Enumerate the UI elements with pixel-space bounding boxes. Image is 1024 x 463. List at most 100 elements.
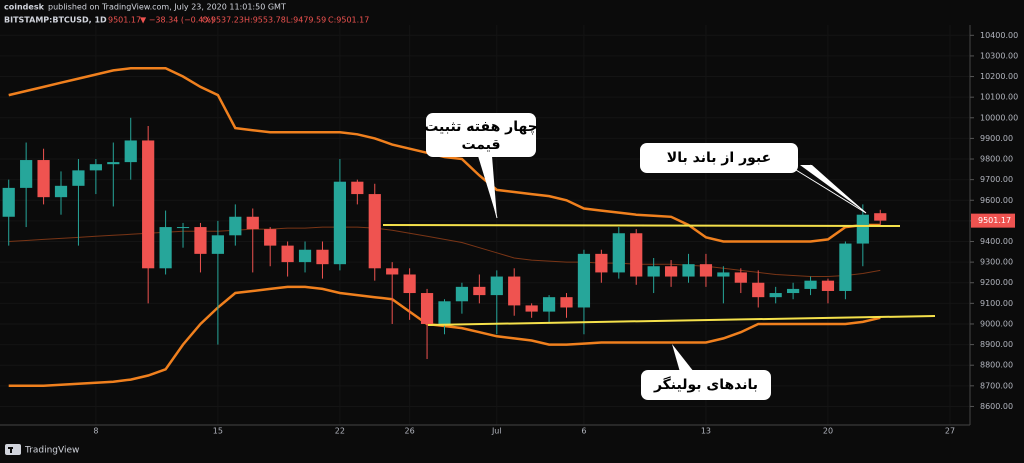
x-tick-label: Jul: [491, 427, 502, 436]
candle-body: [769, 293, 782, 298]
candle-body: [403, 274, 416, 294]
annotation-line: قیمت: [461, 137, 500, 153]
y-tick-label: 9600.00: [980, 196, 1013, 205]
candle-body: [89, 164, 102, 171]
x-tick-label: 20: [823, 427, 833, 436]
candle-body: [72, 170, 85, 186]
candle-body: [577, 253, 591, 308]
y-tick-label: 9100.00: [980, 299, 1013, 308]
candle-body: [473, 286, 486, 296]
candle-body: [734, 272, 747, 283]
callout-consolidation: چهار هفته تثبیت قیمت: [424, 113, 538, 219]
candle-body: [804, 280, 817, 289]
footer-logo: [5, 444, 21, 455]
candle-body: [717, 272, 730, 277]
y-tick-label: 10200.00: [980, 72, 1018, 81]
candle-body: [386, 268, 399, 275]
symbol: BITSTAMP:BTCUSD, 1D: [4, 16, 107, 25]
candle-body: [298, 249, 312, 263]
candle-body: [159, 227, 172, 269]
callout-bands: باندهای بولینگر: [641, 344, 771, 400]
candle-body: [124, 140, 137, 163]
candle-body: [246, 216, 259, 230]
candle-body: [821, 280, 835, 291]
x-tick-label: 13: [701, 427, 711, 436]
axis-overlay: 8600.00 8700.00 8800.00 8900.00 9000.00 9100.…: [93, 31, 1018, 436]
candle-body: [20, 160, 33, 188]
annotation: باندهای بولینگر: [653, 376, 758, 393]
y-tick-label: 10000.00: [980, 113, 1018, 122]
candle-body: [595, 253, 608, 273]
candle-body: [630, 233, 643, 277]
annotation: عبور از باند بالا: [667, 150, 771, 166]
candle-body: [455, 286, 469, 302]
candle-body: [229, 216, 242, 236]
candle-body: [333, 181, 347, 265]
y-tick-label: 9300.00: [980, 258, 1013, 267]
x-tick-label: 22: [335, 427, 345, 436]
ohlc-low: L:9479.59: [286, 16, 326, 25]
price-label: 9501.17: [978, 216, 1011, 225]
candle-body: [264, 229, 277, 246]
candle-body: [542, 297, 556, 312]
last-price: 9501.17: [108, 16, 141, 25]
resistance-line: [382, 224, 901, 227]
candle-body: [490, 276, 503, 296]
candle-body: [176, 227, 190, 229]
candle-body: [211, 235, 224, 254]
candle-body: [281, 245, 294, 263]
callout-breakout: عبور از باند بالا: [640, 143, 867, 214]
support-line: [427, 315, 936, 326]
ohlc-open: O:9537.23: [202, 16, 244, 25]
footer-brand: TradingView: [24, 446, 79, 456]
candle-body: [37, 160, 50, 198]
candle-body: [2, 187, 15, 217]
x-tick-label: 6: [581, 427, 586, 436]
candle-body: [856, 214, 869, 244]
candle-body: [612, 233, 625, 273]
y-tick-label: 8900.00: [980, 340, 1013, 349]
candle-body: [438, 301, 451, 324]
annotation-line: چهار هفته تثبیت: [424, 119, 538, 135]
ohlc-high: H:9553.78: [244, 16, 286, 25]
candle-body: [874, 213, 887, 221]
x-tick-label: 26: [405, 427, 415, 436]
candle-body: [699, 264, 713, 277]
candle-body: [839, 243, 852, 291]
x-tick-label: 15: [213, 427, 223, 436]
ohlc-close: C:9501.17: [328, 16, 369, 25]
y-tick-label: 9400.00: [980, 237, 1013, 246]
brand: coindesk: [4, 3, 45, 12]
published: published on TradingView.com, July 23, 2…: [48, 3, 286, 12]
candle-body: [664, 266, 678, 277]
candle-body: [107, 162, 120, 165]
y-tick-label: 10300.00: [980, 51, 1018, 60]
candle-body: [194, 227, 207, 254]
y-tick-label: 9800.00: [980, 155, 1013, 164]
candle-body: [560, 297, 573, 308]
y-tick-label: 10400.00: [980, 31, 1018, 40]
candle-body: [316, 249, 329, 265]
candle-body: [682, 264, 695, 277]
y-tick-label: 8800.00: [980, 361, 1013, 370]
y-tick-label: 8700.00: [980, 381, 1013, 390]
candle-body: [508, 276, 521, 306]
plot: [0, 25, 970, 425]
candle-body: [351, 181, 364, 195]
y-tick-label: 8600.00: [980, 402, 1013, 411]
candle-body: [647, 266, 660, 277]
x-tick-label: 8: [93, 427, 98, 436]
change: ▼ −38.34 (−0.4%): [140, 16, 214, 25]
y-tick-label: 9700.00: [980, 175, 1013, 184]
y-tick-label: 9000.00: [980, 319, 1013, 328]
y-tick-label: 9900.00: [980, 134, 1013, 143]
candle-body: [142, 140, 155, 269]
candle-body: [54, 185, 68, 198]
candle-body: [420, 293, 434, 324]
candle-body: [368, 194, 381, 269]
price-label-box: [971, 213, 1015, 228]
y-tick-label: 9200.00: [980, 278, 1013, 287]
candle-body: [525, 305, 538, 312]
x-tick-label: 27: [945, 427, 955, 436]
